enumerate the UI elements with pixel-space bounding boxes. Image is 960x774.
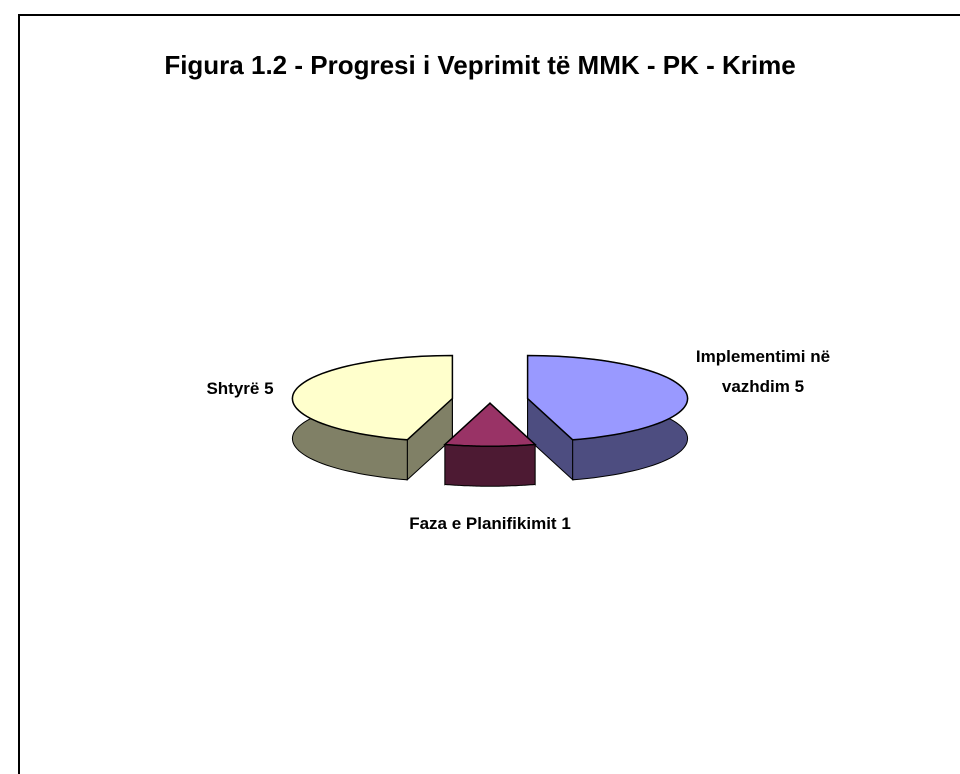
frame xyxy=(18,14,960,774)
data-label: Shtyrë 5 xyxy=(160,374,320,404)
label-category: Implementimi në vazhdim xyxy=(695,347,831,396)
slice-wall xyxy=(444,443,536,487)
chart xyxy=(291,354,689,487)
label-value: 1 xyxy=(561,514,571,533)
data-label: Implementimi në vazhdim 5 xyxy=(688,342,838,402)
label-value: 5 xyxy=(264,379,274,398)
slice xyxy=(291,354,454,441)
slice xyxy=(526,354,689,441)
label-category: Shtyrë xyxy=(206,379,260,398)
slice xyxy=(443,402,537,447)
label-value: 5 xyxy=(794,377,805,396)
label-category: Faza e Planifikimit xyxy=(409,514,557,533)
chart-title: Figura 1.2 - Progresi i Veprimit të MMK … xyxy=(164,50,796,80)
data-label: Faza e Planifikimit 1 xyxy=(340,509,640,539)
